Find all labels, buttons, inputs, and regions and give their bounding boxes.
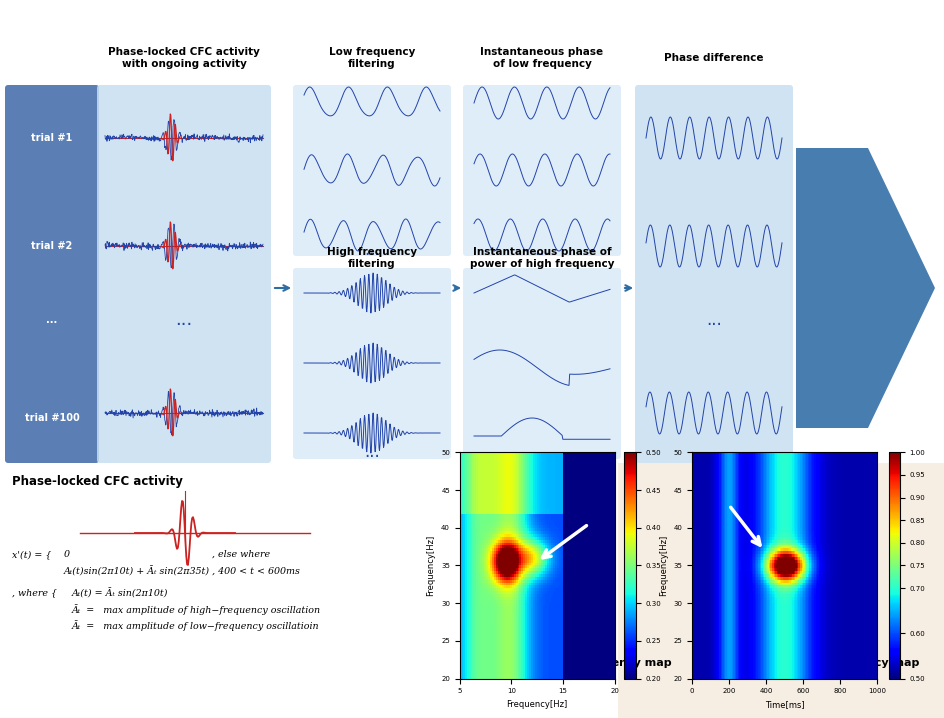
Text: ...: ... (706, 311, 722, 329)
Text: 0: 0 (64, 550, 70, 559)
Text: Āₜ  =   max amplitude of low−frequency oscillatioin: Āₜ = max amplitude of low−frequency osci… (72, 620, 320, 631)
Text: ...: ... (364, 241, 379, 259)
Y-axis label: Frequency[Hz]: Frequency[Hz] (427, 535, 435, 596)
X-axis label: Frequency[Hz]: Frequency[Hz] (507, 700, 567, 709)
Polygon shape (618, 463, 944, 718)
Text: Āₜ  =   max amplitude of high−frequency oscillation: Āₜ = max amplitude of high−frequency osc… (72, 604, 321, 615)
Text: , where {: , where { (12, 588, 57, 597)
Text: trial #2: trial #2 (31, 241, 73, 251)
X-axis label: Time[ms]: Time[ms] (765, 700, 804, 709)
Text: Instantaneous phase of
power of high frequency: Instantaneous phase of power of high fre… (470, 247, 615, 269)
FancyBboxPatch shape (293, 268, 451, 459)
Text: ...: ... (534, 443, 549, 461)
Text: Low frequency
filtering: Low frequency filtering (329, 47, 415, 69)
Text: High frequency
filtering: High frequency filtering (327, 247, 417, 269)
Text: , else where: , else where (212, 550, 270, 559)
Text: ...: ... (176, 311, 193, 329)
Text: x'(t) = {: x'(t) = { (12, 550, 51, 559)
Text: trial #100: trial #100 (25, 413, 79, 423)
Text: Aₜ(t)sin(2π10t) + Āₜ sin(2π35t) , 400 < t < 600ms: Aₜ(t)sin(2π10t) + Āₜ sin(2π35t) , 400 < … (64, 566, 301, 577)
FancyBboxPatch shape (5, 85, 99, 463)
Text: ...: ... (46, 315, 58, 325)
FancyBboxPatch shape (635, 85, 793, 463)
Text: Aₜ(t) = Āₜ sin(2π10t): Aₜ(t) = Āₜ sin(2π10t) (72, 588, 168, 598)
Text: Phase difference: Phase difference (665, 53, 764, 63)
Text: Phase-locked CFC activity: Phase-locked CFC activity (12, 475, 183, 488)
Text: Ensemble average
across trials: Ensemble average across trials (743, 470, 857, 492)
Text: Frequency X Frequency map: Frequency X Frequency map (496, 658, 672, 668)
Text: Phase-locked CFC activity
with ongoing activity: Phase-locked CFC activity with ongoing a… (108, 47, 260, 69)
Y-axis label: Frequency[Hz]: Frequency[Hz] (659, 535, 667, 596)
FancyBboxPatch shape (293, 85, 451, 256)
Polygon shape (796, 148, 935, 428)
FancyBboxPatch shape (463, 85, 621, 256)
Text: trial #1: trial #1 (31, 133, 73, 143)
Text: Instantaneous phase
of low frequency: Instantaneous phase of low frequency (480, 47, 603, 69)
Text: Time X Frequency map: Time X Frequency map (778, 658, 919, 668)
FancyBboxPatch shape (463, 268, 621, 459)
Text: ...: ... (534, 241, 549, 259)
Text: ...: ... (364, 443, 379, 461)
FancyBboxPatch shape (97, 85, 271, 463)
